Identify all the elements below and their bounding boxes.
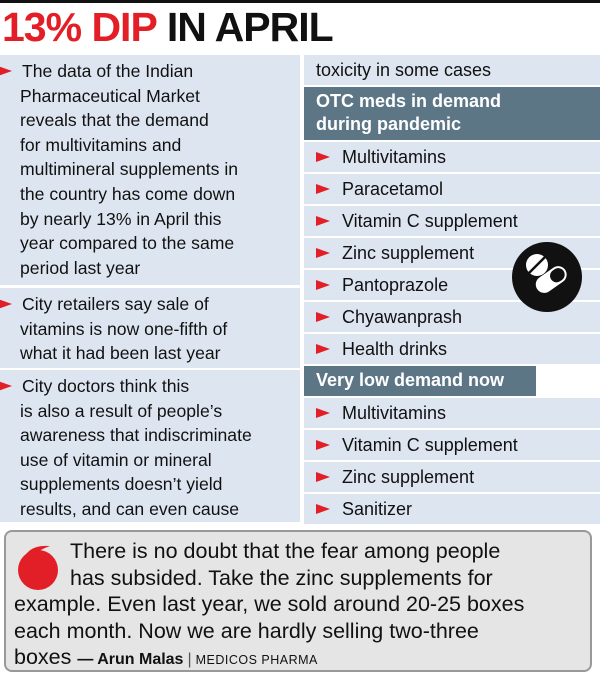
list-item: Sanitizer: [304, 494, 600, 524]
text-block: The data of the Indian Pharmaceutical Mar…: [0, 55, 300, 285]
quote-line: boxes — Arun Malas | MEDICOS PHARMA: [14, 644, 580, 674]
list-item: Vitamin C supplement: [304, 206, 600, 236]
list-item: Paracetamol: [304, 174, 600, 204]
text-line: for multivitamins and: [20, 134, 182, 155]
quote-text-line: has subsided. Take the zinc supplements …: [70, 565, 493, 590]
headline-highlight: 13% DIP: [2, 4, 158, 50]
quote-text-line: There is no doubt that the fear among pe…: [70, 539, 501, 563]
text-line: awareness that indiscriminate: [20, 425, 252, 446]
quote-source: MEDICOS PHARMA: [195, 653, 318, 667]
quote-box: There is no doubt that the fear among pe…: [4, 530, 592, 672]
quote-attribution: — Arun Malas: [77, 651, 184, 668]
text-line: year compared to the same: [20, 233, 235, 254]
quote-line: There is no doubt that the fear among pe…: [70, 538, 580, 565]
quote-divider: |: [187, 651, 192, 668]
quote-text-line: boxes: [14, 645, 72, 669]
heading-line: Very low demand now: [316, 370, 505, 390]
text-line: The data of the Indian: [0, 59, 294, 84]
heading-line: OTC meds in demand: [316, 91, 502, 111]
text-line: Pharmaceutical Market: [20, 85, 200, 106]
quote-text-line: each month. Now we are hardly selling tw…: [14, 618, 479, 643]
text-line: City doctors think this: [0, 374, 294, 399]
list-item: Vitamin C supplement: [304, 430, 600, 460]
text-line: multimineral supplements in: [20, 159, 239, 180]
text-line: use of vitamin or mineral: [20, 449, 212, 470]
list-item: Zinc supplement: [304, 462, 600, 492]
text-line: by nearly 13% in April this: [20, 208, 222, 229]
text-line: results, and can even cause: [20, 498, 240, 519]
heading-line: during pandemic: [316, 114, 462, 134]
quote-line: each month. Now we are hardly selling tw…: [14, 618, 580, 645]
text-block: City doctors think this is also a result …: [0, 370, 300, 522]
quote-mark: [18, 545, 58, 590]
list-item: Multivitamins: [304, 398, 600, 428]
top-rule: [0, 0, 600, 3]
text-line: vitamins is now one-fifth of: [20, 318, 228, 339]
text-line: the country has come down: [20, 183, 236, 204]
section-heading: OTC meds in demand during pandemic: [304, 87, 600, 140]
quote-text-line: example. Even last year, we sold around …: [14, 592, 525, 616]
list-item: Health drinks: [304, 334, 600, 364]
text-line: period last year: [20, 257, 141, 278]
quote-line: example. Even last year, we sold around …: [14, 591, 580, 618]
text-block: City retailers say sale of vitamins is no…: [0, 288, 300, 368]
right-column: toxicity in some cases OTC meds in demand…: [304, 55, 600, 526]
text-line: reveals that the demand: [20, 110, 209, 131]
pill-icon: [512, 242, 582, 312]
text-line: what it had been last year: [20, 343, 221, 364]
headline: 13% DIP IN APRIL: [2, 4, 334, 50]
list-item: Multivitamins: [304, 142, 600, 172]
text-line: supplements doesn’t yield: [20, 474, 223, 495]
text-line: City retailers say sale of: [0, 292, 294, 317]
text-line: is also a result of people’s: [20, 400, 223, 421]
continuation-text: toxicity in some cases: [304, 55, 600, 85]
quote-text: There is no doubt that the fear among pe…: [14, 538, 580, 674]
quote-line: has subsided. Take the zinc supplements …: [70, 565, 580, 592]
headline-rest: IN APRIL: [166, 4, 334, 50]
section-heading: Very low demand now: [304, 366, 536, 396]
